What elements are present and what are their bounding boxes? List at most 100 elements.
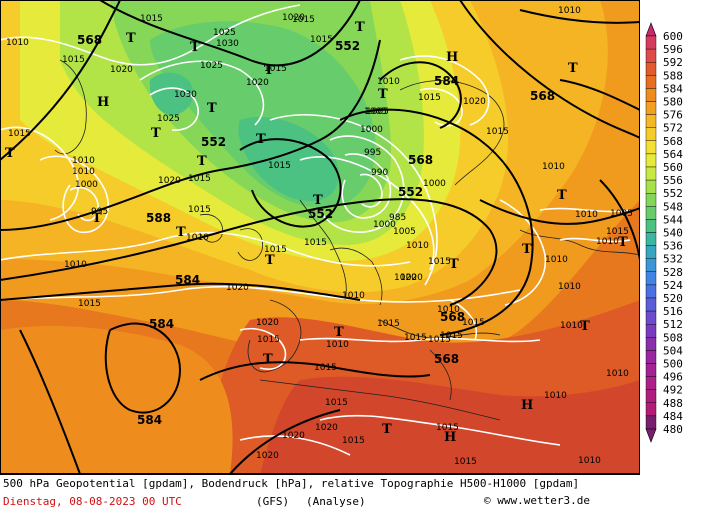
pressure-label: 1010 [72,167,95,177]
high-pressure-center: H [521,398,533,413]
pressure-label: 1005 [393,227,416,237]
legend-level-label: 488 [663,397,683,410]
pressure-label: 1010 [186,233,209,243]
pressure-label: 1015 [428,257,451,267]
pressure-label: 1010 [545,255,568,265]
low-pressure-center: T [151,126,161,141]
legend-level-label: 516 [663,305,683,318]
legend-level-label: 592 [663,56,683,69]
geopotential-label: 584 [149,317,174,331]
pressure-label: 1015 [486,127,509,137]
legend-color-swatch [645,219,657,233]
low-pressure-center: T [580,319,590,334]
pressure-label: 1025 [157,114,180,124]
low-pressure-center: T [334,325,344,340]
pressure-label: 1015 [462,318,485,328]
map-title: 500 hPa Geopotential [gpdam], Bodendruck… [3,477,580,490]
pressure-label: 1000 [360,125,383,135]
legend-color-swatch [645,35,657,50]
legend-level-label: 496 [663,371,683,384]
high-pressure-center: H [446,50,458,65]
pressure-label: 1010 [326,340,349,350]
legend-color-swatch [645,75,657,89]
low-pressure-centers: T T T T T T T T T T T T T T T T T T T T … [5,20,628,437]
pressure-label: 1015 [257,335,280,345]
geopotential-labels: 568 552 568 584 584 552 552 568 552 568 … [77,33,555,427]
pressure-label: 1015 [78,299,101,309]
pressure-label: 1020 [226,283,249,293]
pressure-label: 1010 [72,156,95,166]
legend-color-swatch [645,389,657,404]
legend-color-swatch [645,179,657,194]
pressure-label: 1015 [440,331,463,341]
pressure-label: 1020 [394,273,417,283]
pressure-label: 1000 [373,220,396,230]
pressure-label: 1015 [188,174,211,184]
legend-color-swatch [645,101,657,115]
legend-level-label: 532 [663,253,683,266]
legend-level-label: 528 [663,266,683,279]
pressure-label: 1010 [542,162,565,172]
pressure-label: 1015 [454,457,477,467]
geopotential-label: 568 [440,310,465,324]
pressure-label: 990 [371,168,388,178]
legend-color-swatch [645,350,657,364]
pressure-label: 1010 [544,391,567,401]
legend-color-swatch [645,324,657,338]
geopotential-label: 568 [77,33,102,47]
color-scale-legend: 600 596 592 588 584 580 576 572 568 564 560 556 552 5… [640,0,704,474]
pressure-label: 1010 [64,260,87,270]
pressure-label: 1010 [596,237,619,247]
low-pressure-center: T [382,422,392,437]
pressure-label: 1030 [174,90,197,100]
pressure-label: 1005 [610,209,633,219]
geopotential-label: 568 [408,153,433,167]
pressure-label: 1015 [325,398,348,408]
legend-level-label: 568 [663,135,683,148]
legend-color-swatch [645,232,657,246]
legend-color-swatch [645,402,657,417]
geopotential-label: 568 [434,352,459,366]
run-type: (Analyse) [306,495,366,508]
pressure-label: 1010 [560,321,583,331]
pressure-label: 1015 [314,363,337,373]
pressure-label: 1030 [216,39,239,49]
legend-level-label: 508 [663,331,683,344]
legend-level-label: 552 [663,187,683,200]
legend-level-label: 596 [663,43,683,56]
pressure-label: 1000 [75,180,98,190]
low-pressure-center: T [618,235,628,250]
pressure-label: 1010 [606,369,629,379]
pressure-label: 995 [91,207,108,217]
legend-level-label: 572 [663,122,683,135]
legend-color-swatch [645,127,657,141]
map-footer: 500 hPa Geopotential [gpdam], Bodendruck… [0,474,640,514]
pressure-label: 1015 [436,423,459,433]
legend-color-swatch [645,376,657,390]
pressure-label: 1020 [246,78,269,88]
pressure-label: 1020 [463,97,486,107]
geopotential-contours [0,0,640,474]
high-pressure-center: H [444,430,456,445]
low-pressure-center: T [449,257,459,272]
pressure-label: 995 [364,148,381,158]
geopotential-label: 552 [201,135,226,149]
pressure-label: 1015 [418,93,441,103]
legend-level-label: 560 [663,161,683,174]
geopotential-label: 552 [308,207,333,221]
legend-level-label: 524 [663,279,683,292]
pressure-label: 1010 [406,241,429,251]
legend-level-label: 512 [663,318,683,331]
legend-color-swatch [645,62,657,76]
legend-color-swatch [645,271,657,286]
legend-color-swatch [645,363,657,377]
pressure-label: 1015 [377,319,400,329]
low-pressure-center: T [190,40,200,55]
legend-level-label: 584 [663,82,683,95]
legend-level-label: 544 [663,213,683,226]
pressure-label: 1020 [400,273,423,283]
low-pressure-center: T [313,193,323,208]
low-pressure-center: T [92,211,102,226]
low-pressure-center: T [126,31,136,46]
pressure-label: 1015 [8,129,31,139]
